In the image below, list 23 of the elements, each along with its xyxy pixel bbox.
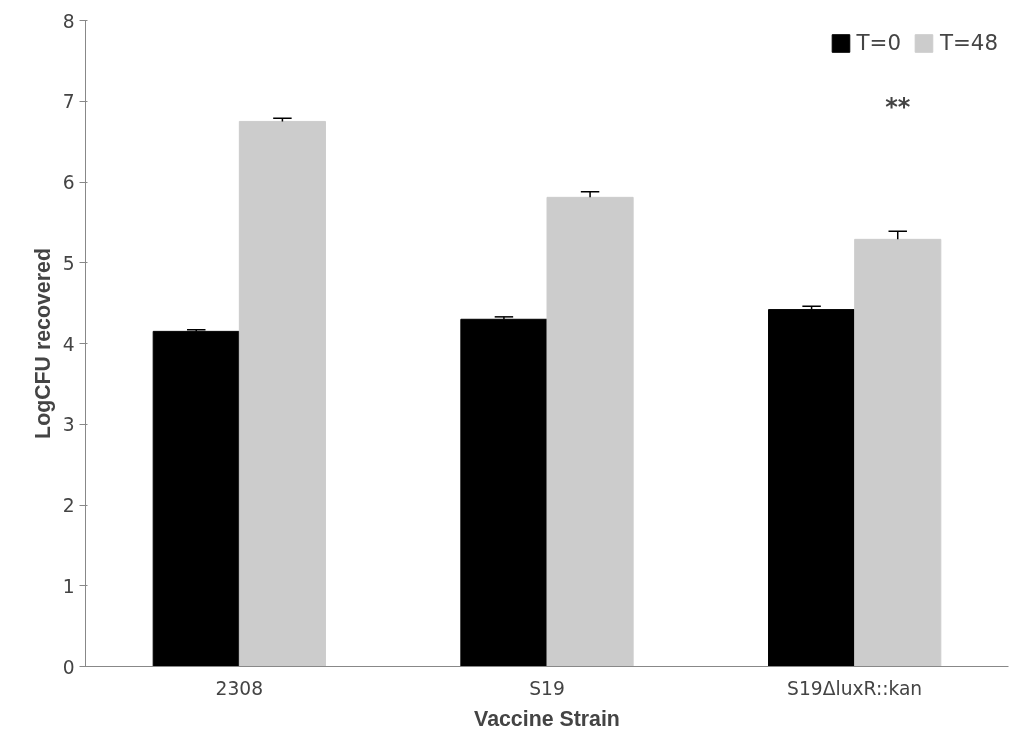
bar	[238, 120, 326, 667]
y-tick-label: 8	[62, 10, 75, 32]
y-tick-label: 4	[62, 333, 75, 355]
y-tick-label: 6	[62, 172, 75, 193]
y-tick-label: 7	[62, 91, 75, 113]
annotation: **	[885, 92, 911, 121]
x-axis-title: Vaccine Strain	[474, 706, 620, 731]
bar	[854, 238, 942, 667]
x-tick-label: S19ΔluxR::kan	[787, 677, 923, 699]
bar	[768, 309, 856, 667]
x-tick-label: 2308	[215, 677, 264, 699]
bar	[460, 318, 548, 667]
legend-label: T=48	[939, 30, 998, 55]
y-tick-label: 2	[62, 495, 75, 516]
legend-label: T=0	[856, 30, 901, 55]
x-tick-label: S19	[529, 677, 565, 699]
y-axis-title: LogCFU recovered	[30, 248, 55, 439]
y-tick-label: 5	[62, 252, 75, 274]
y-tick-label: 1	[62, 575, 75, 597]
y-tick-label: 0	[62, 656, 75, 678]
bar	[152, 330, 240, 667]
bar	[546, 196, 634, 667]
y-tick-label: 3	[62, 414, 75, 436]
